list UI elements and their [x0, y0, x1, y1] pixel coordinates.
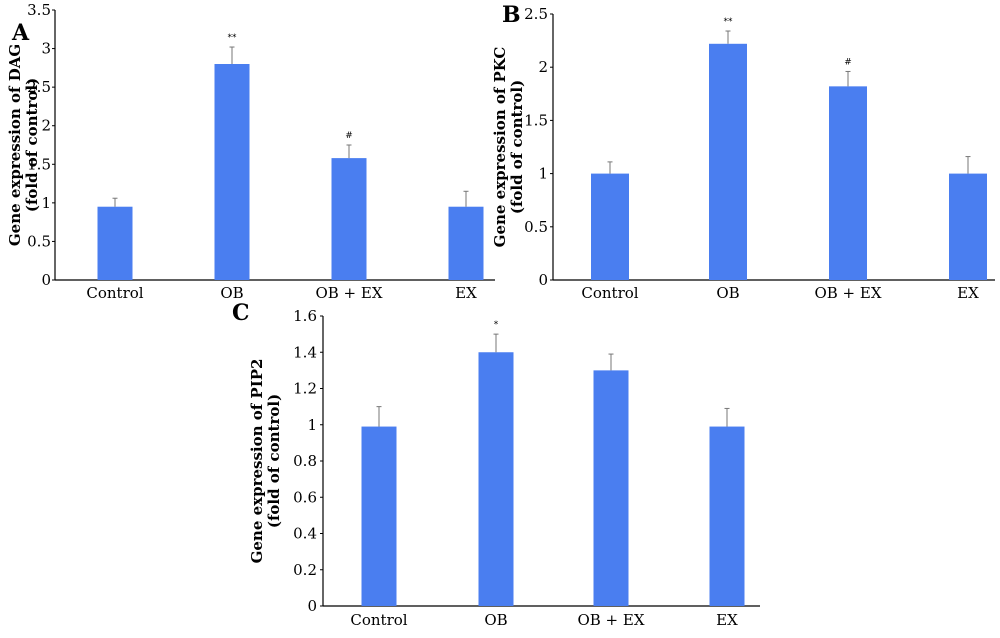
panel-letter-b: B — [502, 2, 521, 28]
significance-mark-b-3: # — [844, 57, 852, 67]
x-tick-label-c-3: OB + EX — [577, 611, 644, 629]
bar-a-4 — [448, 206, 484, 280]
x-tick-label-a-2: OB — [220, 284, 243, 302]
panel-letter-c: C — [232, 300, 250, 326]
x-tick-label-a-4: EX — [455, 284, 477, 302]
x-tick-label-b-1: Control — [581, 284, 638, 302]
y-tick-label-a: 2.5 — [27, 78, 51, 96]
y-tick-label-c: 1.4 — [293, 343, 317, 361]
y-axis-label-line1-b: Gene expression of PKC — [491, 47, 509, 248]
x-tick-label-c-2: OB — [484, 611, 507, 629]
y-tick-label-c: 0.6 — [293, 488, 317, 506]
bar-b-1 — [591, 173, 629, 280]
y-tick-label-a: 0 — [41, 271, 51, 289]
bar-a-2 — [214, 64, 250, 280]
y-tick-label-a: 0.5 — [27, 232, 51, 250]
y-axis-label-a: Gene expression of DAG(fold of control) — [6, 44, 41, 246]
y-axis-label-line1-a: Gene expression of DAG — [6, 44, 24, 246]
y-tick-label-a: 3 — [41, 40, 51, 58]
significance-mark-a-3: # — [345, 131, 353, 141]
y-axis-label-line2-c: (fold of control) — [265, 394, 283, 528]
y-tick-label-c: 1.2 — [293, 380, 317, 398]
x-tick-label-a-1: Control — [86, 284, 143, 302]
y-tick-label-c: 1.6 — [293, 307, 317, 325]
x-tick-label-a-3: OB + EX — [315, 284, 382, 302]
significance-mark-a-2: ** — [228, 33, 238, 43]
y-tick-label-a: 1 — [41, 194, 51, 212]
x-tick-label-b-2: OB — [716, 284, 739, 302]
y-tick-label-b: 0 — [538, 271, 548, 289]
bar-b-3 — [829, 86, 867, 281]
bar-c-4 — [709, 426, 745, 606]
y-axis-label-line2-a: (fold of control) — [23, 78, 41, 212]
bar-a-1 — [97, 206, 133, 280]
y-tick-label-b: 0.5 — [524, 218, 548, 236]
bar-b-4 — [949, 173, 987, 280]
y-tick-label-b: 2.5 — [524, 5, 548, 23]
x-tick-label-c-1: Control — [350, 611, 407, 629]
chart-panel-c: C Gene expression of PIP2(fold of control… — [232, 300, 760, 629]
y-tick-label-c: 0.4 — [293, 525, 317, 543]
y-axis-label-line1-c: Gene expression of PIP2 — [248, 359, 266, 564]
y-tick-label-b: 2 — [538, 58, 548, 76]
x-tick-label-c-4: EX — [716, 611, 738, 629]
bar-c-3 — [593, 370, 629, 606]
bar-b-2 — [709, 43, 747, 281]
y-tick-label-c: 0.2 — [293, 561, 317, 579]
y-axis-label-c: Gene expression of PIP2(fold of control) — [248, 359, 283, 564]
chart-panel-b: B Gene expression of PKC(fold of control)… — [491, 2, 995, 302]
y-tick-label-a: 3.5 — [27, 1, 51, 19]
bar-a-3 — [331, 158, 367, 280]
significance-mark-c-2: * — [494, 320, 499, 330]
y-axis-label-line2-b: (fold of control) — [508, 80, 526, 214]
y-tick-label-c: 0.8 — [293, 452, 317, 470]
bar-c-2 — [478, 352, 514, 606]
y-tick-label-b: 1.5 — [524, 111, 548, 129]
bar-c-1 — [361, 426, 397, 606]
y-tick-label-a: 2 — [41, 117, 51, 135]
y-tick-label-a: 1.5 — [27, 155, 51, 173]
x-tick-label-b-4: EX — [957, 284, 979, 302]
y-tick-label-c: 1 — [307, 416, 317, 434]
y-tick-label-b: 1 — [538, 165, 548, 183]
y-tick-label-c: 0 — [307, 597, 317, 615]
panel-letter-a: A — [11, 20, 30, 46]
y-axis-label-b: Gene expression of PKC(fold of control) — [491, 47, 526, 248]
significance-mark-b-2: ** — [724, 17, 734, 27]
x-tick-label-b-3: OB + EX — [814, 284, 881, 302]
